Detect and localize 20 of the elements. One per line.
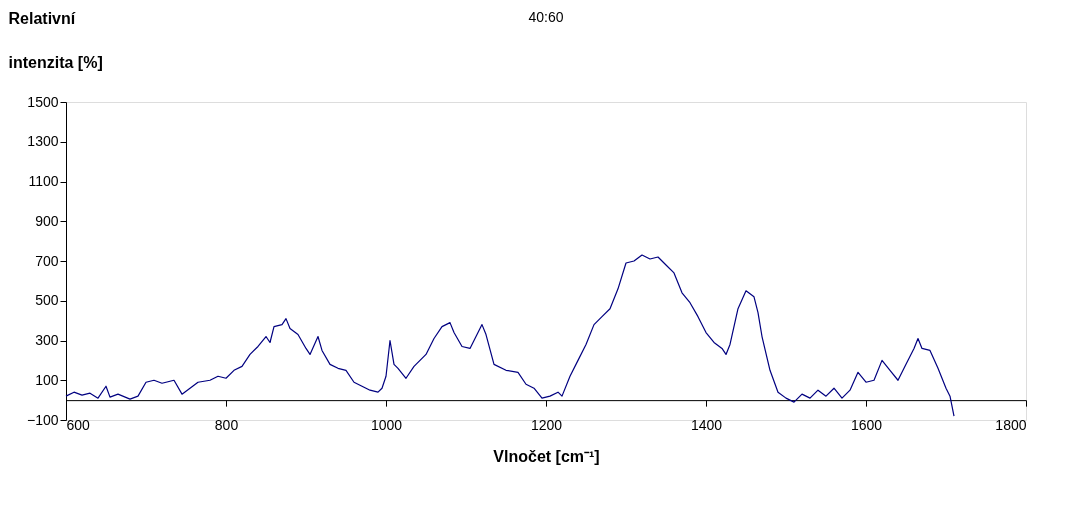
y-tick-label: 1300 — [27, 133, 59, 150]
x-axis-title: Vlnočet [cm⁻¹] — [493, 447, 600, 465]
x-tick-label: 1200 — [530, 416, 563, 433]
x-tick-label: 600 — [66, 416, 91, 433]
y-tick-label: 1100 — [28, 173, 59, 189]
x-tick-label: 1800 — [995, 416, 1027, 433]
y-tick-label: 1500 — [27, 93, 59, 110]
chart-title: 40:60 — [528, 9, 564, 25]
y-tick-label: 700 — [35, 252, 59, 269]
text: Relativní intenzita [%] — [8, 9, 103, 71]
x-tick-label: 1600 — [850, 416, 883, 433]
x-tick-label: 1400 — [690, 416, 723, 433]
x-tick-label: 1000 — [370, 416, 403, 433]
y-tick-label: 100 — [35, 371, 59, 388]
y-tick-label: 300 — [35, 332, 59, 348]
x-tick-label: 800 — [214, 416, 239, 433]
line-series — [65, 254, 955, 417]
y-tick-label: 900 — [35, 212, 59, 229]
y-tick-label: −100 — [26, 411, 59, 428]
y-tick-label: 500 — [35, 292, 59, 309]
